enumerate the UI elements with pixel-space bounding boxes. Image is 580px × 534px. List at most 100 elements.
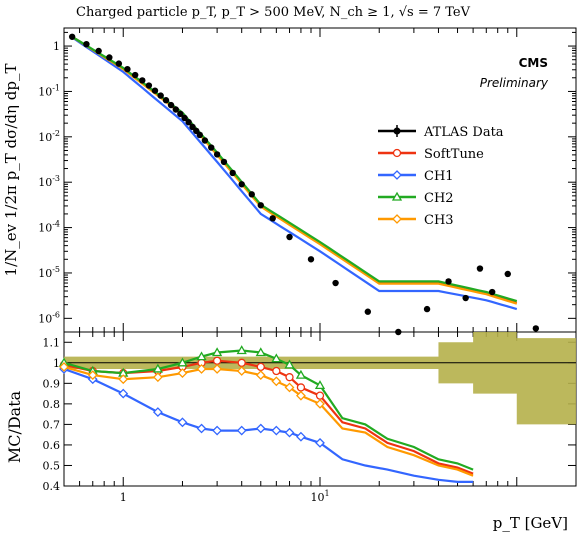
data-point (364, 308, 372, 315)
ratio-marker-ch2 (177, 357, 188, 367)
top-y-tick-label: 10-1 (38, 83, 60, 98)
x-axis-label: p_T [GeV] (493, 514, 568, 532)
data-point (248, 191, 255, 198)
ratio-marker-ch1 (177, 417, 188, 428)
data-point (220, 158, 228, 166)
ratio-marker-ch3 (212, 364, 223, 374)
experiment-note: Preliminary (480, 76, 549, 90)
ratio-marker-ch2 (284, 359, 295, 369)
top-y-tick-label: 10-4 (38, 220, 60, 235)
bottom-y-tick-label: 0.8 (43, 398, 61, 411)
ratio-marker-softtune (272, 366, 281, 376)
top-frame (63, 27, 577, 333)
ratio-marker-ch1 (196, 423, 207, 434)
top-y-tick-label: 10-5 (38, 265, 60, 280)
ratio-marker-ch2 (236, 345, 247, 355)
ratio-marker-ch3 (87, 370, 98, 381)
data-point (423, 305, 431, 313)
ratio-line-ch1 (63, 367, 474, 483)
bottom-y-tick-label: 0.4 (43, 480, 61, 493)
data-point (185, 118, 192, 126)
data-point (106, 54, 113, 61)
legend-marker-ch3 (392, 214, 402, 224)
data-point (95, 47, 102, 55)
legend-label-atlas-data: ATLAS Data (423, 125, 504, 140)
ratio-marker-softtune (296, 383, 306, 392)
ratio-marker-ch3 (255, 370, 266, 381)
data-point (238, 181, 245, 188)
data-point (462, 294, 469, 302)
data-point (131, 71, 139, 79)
bottom-y-tick-label: 0.9 (43, 377, 61, 390)
top-y-tick-label: 10-2 (38, 129, 60, 144)
top-line-ch1 (71, 36, 518, 311)
ratio-marker-ch3 (236, 366, 247, 376)
ratio-marker-softtune (237, 358, 246, 367)
ratio-marker-ch3 (271, 376, 282, 387)
data-uncertainty-band (64, 332, 576, 431)
ratio-marker-ch3 (59, 361, 69, 372)
ratio-marker-ch1 (212, 425, 223, 436)
ratio-marker-softtune (285, 373, 294, 382)
bottom-panel: 1 101 0.4 0.5 0.6 0.7 0.8 0.9 1 1.1 (43, 331, 577, 504)
bottom-y-tick-label: 1 (53, 357, 60, 370)
data-point (532, 325, 540, 332)
legend-label-softtune: SoftTune (424, 147, 484, 162)
data-point (476, 265, 484, 272)
data-point (177, 110, 184, 118)
data-point (208, 144, 215, 151)
experiment-label: CMS (519, 56, 548, 70)
ratio-marker-ch3 (118, 374, 129, 385)
ratio-marker-ch2 (196, 351, 207, 361)
legend-marker-softtune (392, 148, 402, 158)
ratio-marker-ch1 (284, 427, 295, 438)
top-y-axis-label: 1/N_ev 1/2π p_T dσ/dη dp_T (2, 64, 20, 277)
data-point (115, 60, 123, 67)
ratio-marker-ch2 (271, 353, 282, 363)
ratio-marker-ch2 (314, 380, 326, 390)
ratio-marker-ch3 (152, 372, 163, 383)
data-point (172, 106, 180, 113)
data-point (181, 114, 188, 122)
legend-marker-ch2 (391, 191, 403, 201)
top-y-tick-label: 1 (53, 40, 60, 53)
data-point (332, 279, 339, 287)
x-tick-label: 1 (120, 491, 127, 504)
top-y-tick-label: 10-3 (38, 174, 60, 189)
ratio-marker-ch2 (255, 347, 266, 357)
ratio-line-ch3 (63, 365, 474, 477)
legend-label-ch3: CH3 (424, 213, 454, 228)
data-point (124, 65, 131, 73)
data-point (286, 233, 293, 241)
ratio-line-ch2 (63, 349, 474, 471)
ratio-marker-ch3 (177, 368, 188, 378)
bottom-y-tick-label: 0.6 (43, 439, 61, 452)
data-point (307, 256, 315, 263)
bottom-y-tick-label: 0.7 (43, 418, 61, 431)
ratio-marker-ch1 (255, 423, 266, 434)
data-point (145, 82, 153, 89)
data-point (68, 33, 76, 40)
ratio-marker-ch3 (315, 398, 325, 409)
ratio-marker-ch1 (152, 407, 163, 417)
data-point (83, 40, 90, 48)
ratio-marker-ch1 (271, 425, 282, 436)
data-point (257, 202, 264, 209)
ratio-marker-ch3 (284, 382, 295, 393)
plot-title: Charged particle p_T, p_T > 500 MeV, N_c… (76, 5, 471, 20)
bottom-y-tick-label: 1.1 (43, 336, 61, 349)
data-point (269, 215, 276, 222)
data-point (504, 270, 511, 278)
data-point (162, 97, 170, 104)
ratio-marker-ch1 (118, 388, 129, 399)
bottom-y-tick-label: 0.5 (43, 459, 61, 472)
top-y-tick-label: 10-6 (38, 310, 60, 325)
legend-label-ch1: CH1 (424, 169, 454, 184)
bottom-y-axis-label: MC/Data (5, 390, 24, 463)
ratio-marker-ch3 (196, 364, 207, 374)
data-point (139, 77, 146, 84)
ratio-marker-ch2 (211, 347, 223, 357)
data-point (445, 278, 452, 285)
top-panel: 1 10-1 10-2 10-3 10-4 10-5 10-6 (38, 27, 577, 336)
